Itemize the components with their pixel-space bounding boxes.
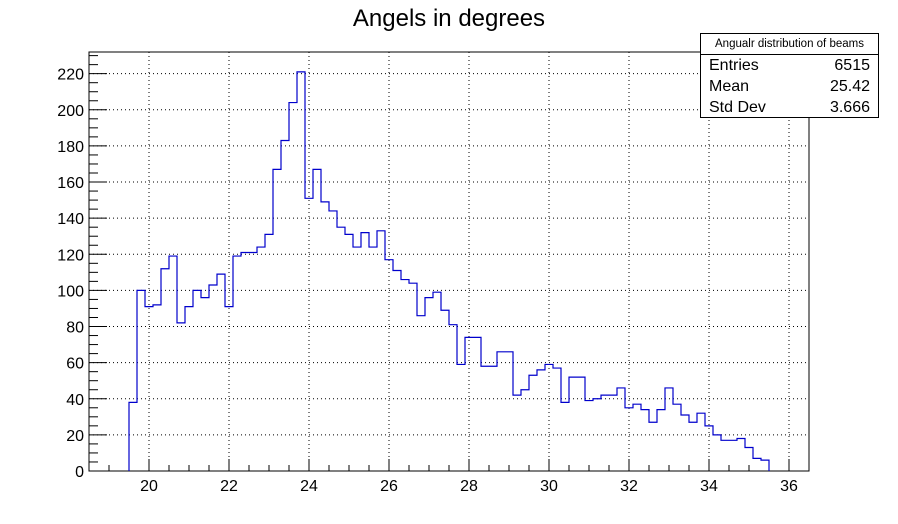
y-tick-label: 60 [66,356,84,373]
x-tick-label: 34 [700,478,718,495]
y-tick-label: 100 [57,283,84,300]
x-tick-label: 30 [540,478,558,495]
mean-value: 25.42 [829,78,870,95]
y-tick-label: 20 [66,428,84,445]
mean-label: Mean [709,78,750,95]
y-tick-label: 200 [57,103,84,120]
stats-row-stddev: Std Dev 3.666 [701,97,878,118]
stats-title: Angualr distribution of beams [701,34,878,55]
stddev-label: Std Dev [709,99,766,116]
x-tick-label: 28 [460,478,478,495]
axis-tick-labels: 20 22 24 26 28 30 32 34 36 0 20 40 60 80 100 120 140 160 1… [57,67,798,495]
stddev-value: 3.666 [829,99,870,116]
chart-title: Angels in degrees [353,5,545,32]
y-tick-label: 160 [57,175,84,192]
y-tick-label: 140 [57,211,84,228]
histogram-line [128,71,770,471]
y-tick-label: 180 [57,139,84,156]
y-tick-label: 220 [57,67,84,84]
stats-box: Angualr distribution of beams Entries 65… [700,33,879,118]
y-tick-label: 40 [66,392,84,409]
x-tick-label: 32 [620,478,638,495]
grid-lines [89,52,809,471]
entries-value: 6515 [834,57,870,74]
entries-label: Entries [709,57,759,74]
x-tick-label: 22 [220,478,238,495]
y-tick-label: 80 [66,320,84,337]
x-tick-label: 36 [780,478,798,495]
stats-row-entries: Entries 6515 [701,55,878,76]
stats-row-mean: Mean 25.42 [701,76,878,97]
y-tick-label: 120 [57,247,84,264]
x-tick-label: 26 [380,478,398,495]
axis-ticks [88,55,810,472]
x-tick-label: 20 [140,478,158,495]
x-tick-label: 24 [300,478,318,495]
y-tick-label: 0 [75,464,84,481]
